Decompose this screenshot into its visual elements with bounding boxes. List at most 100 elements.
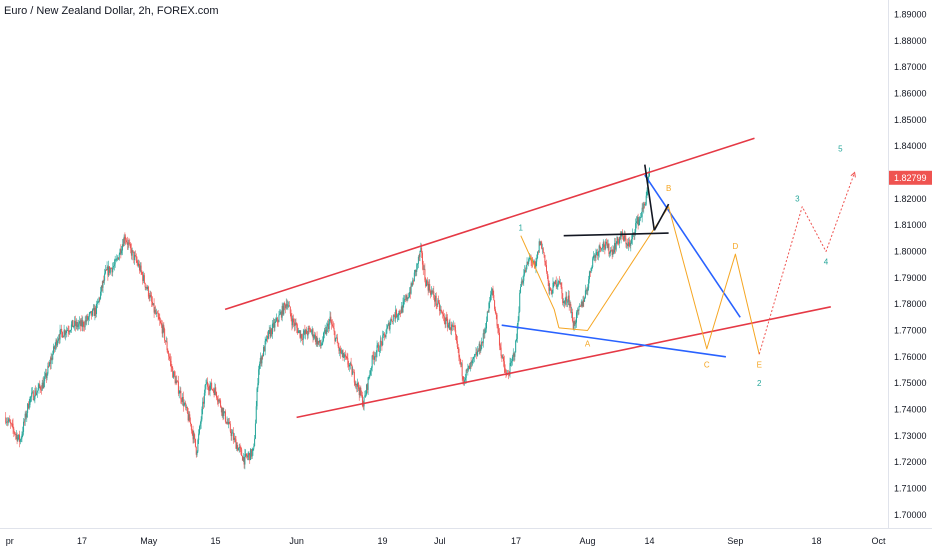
candle-body [476,352,478,356]
candle-body [425,280,427,287]
candle-body [44,373,46,377]
candle-body [625,238,627,245]
candle-body [528,257,530,260]
candle-body [222,407,224,416]
candle-body [290,313,292,319]
time-tick-label: Jun [289,536,304,546]
candle-body [613,249,615,253]
candle-body [618,236,620,244]
candle-body [465,369,467,378]
candle-body [596,252,598,253]
time-tick-label: Sep [727,536,743,546]
candle-body [601,247,603,249]
candle-body [406,295,408,300]
candle-body [531,261,533,263]
candle-body [610,250,612,251]
candle-body [89,312,91,314]
candle-body [485,328,487,330]
candle-body [425,280,427,287]
candle-body [417,256,419,264]
candle-body [28,404,30,409]
candle-body [216,392,218,398]
candle-body [99,298,101,299]
candle-body [374,356,376,358]
candle-body [234,437,236,440]
candle-body [292,318,294,326]
candle-body [629,242,631,246]
candle-body [648,176,650,180]
candle-body [168,353,170,357]
candle-body [584,290,586,298]
candle-body [604,247,606,249]
candle-body [57,340,59,346]
wave-label-3: 3 [795,194,800,203]
candle-body [303,330,305,335]
candle-body [170,361,172,367]
candle-body [605,241,607,244]
candle-body [151,301,153,305]
candle-body [272,322,274,324]
candle-body [12,423,14,429]
candle-body [246,456,248,458]
candle-body [237,448,239,451]
candle-body [590,268,592,273]
candle-body [312,329,314,338]
candle-body [284,304,286,309]
candle-body [22,431,24,435]
candle-body [191,429,193,431]
candle-body [51,357,53,360]
candle-body [143,275,145,283]
candle-body [254,423,256,439]
candle-body [104,273,106,281]
candle-body [503,356,505,362]
candle-body [133,251,135,260]
channel-lower-line [296,306,831,419]
candle-body [527,261,529,264]
time-axis[interactable]: pr 17 May 15 Jun 19 Jul 17 Aug 14 Sep 18 Oct [6,536,886,546]
candle-body [554,280,556,285]
candle-body [402,302,404,313]
candle-body [156,312,158,314]
candle-body [112,267,114,273]
candle-body [349,362,351,365]
candle-body [72,320,74,328]
wave-label-4: 4 [824,258,829,267]
orange-wave-early [520,235,560,329]
candle-body [37,388,39,391]
candle-body [426,280,428,284]
candle-body [224,411,226,422]
candle-body [108,266,110,276]
candle-body [597,251,599,256]
candle-body [438,302,440,311]
candle-body [421,252,423,265]
candle-body [436,304,438,306]
candle-body [396,316,398,318]
candle-body [76,322,78,327]
candle-body [117,257,119,259]
price-tick-label: 1.81000 [894,220,927,230]
candle-body [10,421,12,424]
candle-body [53,346,55,349]
candle-body [211,389,213,391]
candle-body [595,252,597,258]
candle-body [209,385,211,391]
blue-resistance-line [644,174,741,318]
candle-body [321,343,323,346]
candle-body [252,448,254,452]
candle-body [513,353,515,357]
candle-body [199,423,201,427]
candle-body [97,301,99,303]
candle-body [53,346,55,354]
candle-body [620,234,622,239]
price-axis[interactable]: 1.89000 1.88000 1.87000 1.86000 1.85000 1.840… [889,9,932,520]
candle-body [405,295,407,300]
candle-body [183,403,185,406]
candle-body [244,454,246,465]
candle-body [40,387,42,390]
candle-body [376,345,378,353]
candle-body [558,281,560,282]
candle-body [152,303,154,305]
time-tick-label: Jul [434,536,446,546]
candle-body [495,313,497,315]
